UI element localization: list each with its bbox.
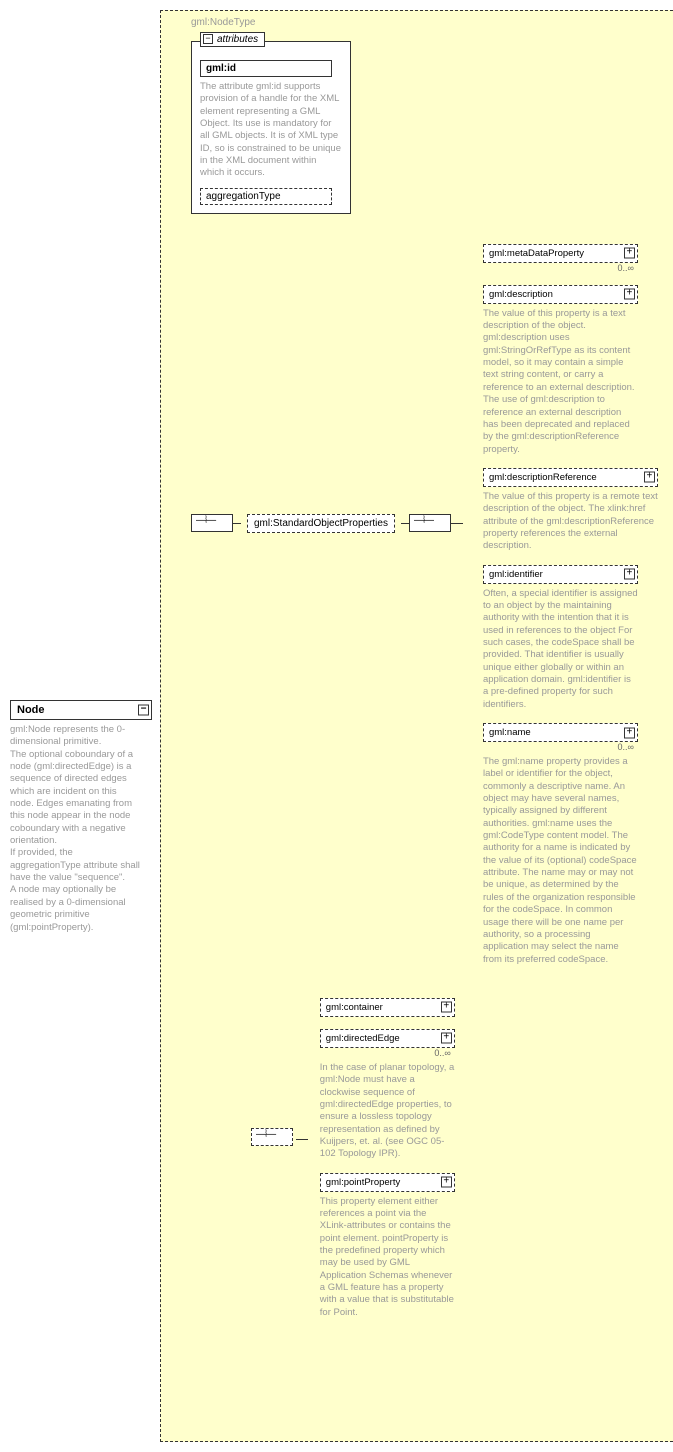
root-node: Node − gml:Node represents the 0-dimensi… [10,700,140,934]
element-identifier: gml:identifier + Often, a special identi… [483,565,638,711]
element-container: gml:container + [320,998,455,1017]
bottom-section: gml:container + gml:directedEdge + 0..∞ … [251,998,672,1331]
attr-aggregation[interactable]: aggregationType [200,188,332,205]
plus-icon[interactable]: + [624,289,635,300]
sequence-connector [191,514,233,532]
elements-column: gml:metaDataProperty + 0..∞ gml:descript… [483,244,658,978]
element-directededge: gml:directedEdge + 0..∞ In the case of p… [320,1029,455,1161]
expand-icon[interactable]: − [138,705,149,716]
attributes-box: attributes gml:id The attribute gml:id s… [191,41,351,214]
plus-icon[interactable]: + [441,1002,452,1013]
plus-icon[interactable]: + [624,248,635,259]
type-label: gml:NodeType [191,17,255,28]
plus-icon[interactable]: + [441,1033,452,1044]
attr-desc: The attribute gml:id supports provision … [200,81,342,180]
plus-icon[interactable]: + [624,727,635,738]
attr-gml-id[interactable]: gml:id [200,60,332,77]
node-desc: gml:Node represents the 0-dimensional pr… [10,724,140,934]
element-pointproperty: gml:pointProperty + This property elemen… [320,1173,455,1319]
plus-icon[interactable]: + [441,1177,452,1188]
node-title: Node [17,704,45,716]
element-descref: gml:descriptionReference + The value of … [483,468,658,553]
element-description: gml:description + The value of this prop… [483,285,638,456]
plus-icon[interactable]: + [644,472,655,483]
node-title-box[interactable]: Node − [10,700,152,720]
element-metadata: gml:metaDataProperty + 0..∞ [483,244,638,273]
attributes-tab[interactable]: attributes [200,32,265,47]
plus-icon[interactable]: + [624,569,635,580]
type-container: gml:NodeType attributes gml:id The attri… [160,10,673,1442]
sequence-connector-2 [409,514,451,532]
std-group-box[interactable]: gml:StandardObjectProperties [247,514,395,533]
element-name: gml:name + 0..∞ The gml:name property pr… [483,723,638,966]
sequence-connector-3 [251,1128,293,1146]
